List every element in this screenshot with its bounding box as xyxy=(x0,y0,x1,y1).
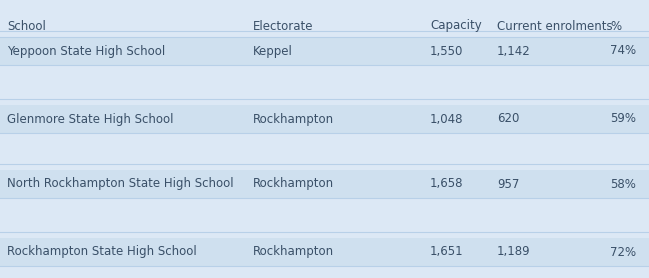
Text: Rockhampton: Rockhampton xyxy=(253,245,334,259)
Text: School: School xyxy=(7,19,46,33)
Bar xyxy=(0,37,649,65)
Text: %: % xyxy=(610,19,621,33)
Text: 1,651: 1,651 xyxy=(430,245,463,259)
Text: 74%: 74% xyxy=(610,44,636,58)
Text: 1,658: 1,658 xyxy=(430,177,463,190)
Text: 58%: 58% xyxy=(610,177,636,190)
Text: 1,142: 1,142 xyxy=(497,44,531,58)
Text: Electorate: Electorate xyxy=(253,19,313,33)
Text: 72%: 72% xyxy=(610,245,636,259)
Text: Capacity: Capacity xyxy=(430,19,482,33)
Text: North Rockhampton State High School: North Rockhampton State High School xyxy=(7,177,234,190)
Text: Glenmore State High School: Glenmore State High School xyxy=(7,113,173,125)
Bar xyxy=(0,170,649,198)
Text: 1,189: 1,189 xyxy=(497,245,531,259)
Text: Rockhampton: Rockhampton xyxy=(253,177,334,190)
Text: Rockhampton State High School: Rockhampton State High School xyxy=(7,245,197,259)
Bar xyxy=(0,238,649,266)
Text: Rockhampton: Rockhampton xyxy=(253,113,334,125)
Text: 1,550: 1,550 xyxy=(430,44,463,58)
Text: Keppel: Keppel xyxy=(253,44,293,58)
Text: 59%: 59% xyxy=(610,113,636,125)
Text: 957: 957 xyxy=(497,177,519,190)
Text: Current enrolments: Current enrolments xyxy=(497,19,613,33)
Text: 1,048: 1,048 xyxy=(430,113,463,125)
Text: 620: 620 xyxy=(497,113,519,125)
Bar xyxy=(0,105,649,133)
Text: Yeppoon State High School: Yeppoon State High School xyxy=(7,44,165,58)
